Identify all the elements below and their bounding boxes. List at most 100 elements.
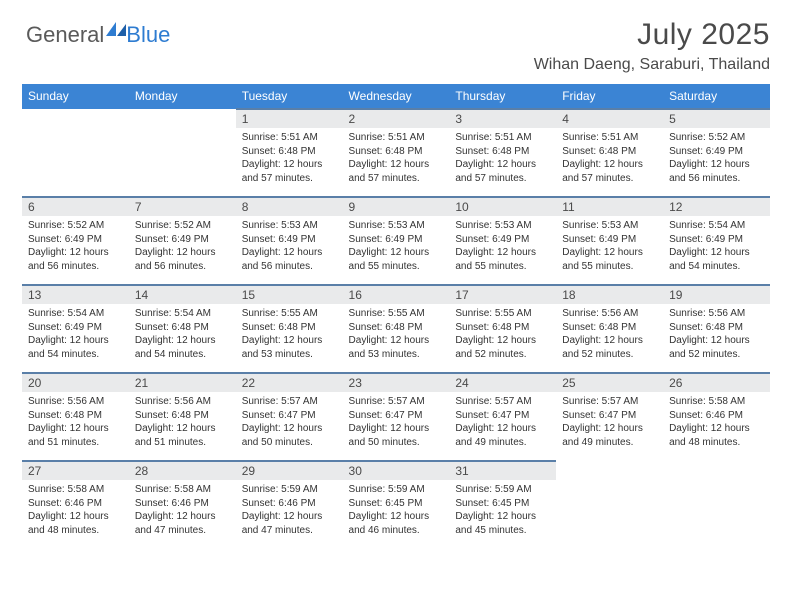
day-cell: .. [129,109,236,197]
day-cell: 28Sunrise: 5:58 AMSunset: 6:46 PMDayligh… [129,461,236,549]
logo-text-general: General [26,22,104,48]
day-details: Sunrise: 5:57 AMSunset: 6:47 PMDaylight:… [236,392,343,453]
day-cell: 2Sunrise: 5:51 AMSunset: 6:48 PMDaylight… [343,109,450,197]
day-number: 25 [556,374,663,392]
day-cell: 31Sunrise: 5:59 AMSunset: 6:45 PMDayligh… [449,461,556,549]
day-number: 1 [236,110,343,128]
day-number: 7 [129,198,236,216]
day-number: 9 [343,198,450,216]
calendar-body: ....1Sunrise: 5:51 AMSunset: 6:48 PMDayl… [22,109,770,549]
week-row: 13Sunrise: 5:54 AMSunset: 6:49 PMDayligh… [22,285,770,373]
day-cell: .. [663,461,770,549]
day-details: Sunrise: 5:54 AMSunset: 6:49 PMDaylight:… [663,216,770,277]
day-details: Sunrise: 5:57 AMSunset: 6:47 PMDaylight:… [343,392,450,453]
day-cell: 14Sunrise: 5:54 AMSunset: 6:48 PMDayligh… [129,285,236,373]
day-cell: 15Sunrise: 5:55 AMSunset: 6:48 PMDayligh… [236,285,343,373]
day-number: 21 [129,374,236,392]
day-number: 14 [129,286,236,304]
day-cell: 12Sunrise: 5:54 AMSunset: 6:49 PMDayligh… [663,197,770,285]
day-details: Sunrise: 5:58 AMSunset: 6:46 PMDaylight:… [663,392,770,453]
day-details: Sunrise: 5:52 AMSunset: 6:49 PMDaylight:… [663,128,770,189]
day-number: 4 [556,110,663,128]
day-number: 3 [449,110,556,128]
day-number: 18 [556,286,663,304]
day-number: 17 [449,286,556,304]
day-number: 28 [129,462,236,480]
day-cell: 17Sunrise: 5:55 AMSunset: 6:48 PMDayligh… [449,285,556,373]
day-details: Sunrise: 5:59 AMSunset: 6:46 PMDaylight:… [236,480,343,541]
day-number: 23 [343,374,450,392]
day-cell: 19Sunrise: 5:56 AMSunset: 6:48 PMDayligh… [663,285,770,373]
day-details: Sunrise: 5:53 AMSunset: 6:49 PMDaylight:… [556,216,663,277]
day-details: Sunrise: 5:51 AMSunset: 6:48 PMDaylight:… [343,128,450,189]
day-cell: 6Sunrise: 5:52 AMSunset: 6:49 PMDaylight… [22,197,129,285]
day-number: 16 [343,286,450,304]
day-cell: 16Sunrise: 5:55 AMSunset: 6:48 PMDayligh… [343,285,450,373]
day-cell: 29Sunrise: 5:59 AMSunset: 6:46 PMDayligh… [236,461,343,549]
day-header: Monday [129,84,236,109]
week-row: 6Sunrise: 5:52 AMSunset: 6:49 PMDaylight… [22,197,770,285]
day-number: 8 [236,198,343,216]
day-number: 5 [663,110,770,128]
day-details: Sunrise: 5:55 AMSunset: 6:48 PMDaylight:… [343,304,450,365]
day-number: 13 [22,286,129,304]
day-details: Sunrise: 5:56 AMSunset: 6:48 PMDaylight:… [129,392,236,453]
day-header: Thursday [449,84,556,109]
day-cell: 3Sunrise: 5:51 AMSunset: 6:48 PMDaylight… [449,109,556,197]
day-details: Sunrise: 5:54 AMSunset: 6:49 PMDaylight:… [22,304,129,365]
day-number: 15 [236,286,343,304]
day-cell: 4Sunrise: 5:51 AMSunset: 6:48 PMDaylight… [556,109,663,197]
day-number: 26 [663,374,770,392]
day-cell: 18Sunrise: 5:56 AMSunset: 6:48 PMDayligh… [556,285,663,373]
day-details: Sunrise: 5:55 AMSunset: 6:48 PMDaylight:… [449,304,556,365]
logo: General Blue [26,22,170,48]
day-cell: 8Sunrise: 5:53 AMSunset: 6:49 PMDaylight… [236,197,343,285]
day-cell: 22Sunrise: 5:57 AMSunset: 6:47 PMDayligh… [236,373,343,461]
day-cell: 5Sunrise: 5:52 AMSunset: 6:49 PMDaylight… [663,109,770,197]
day-details: Sunrise: 5:51 AMSunset: 6:48 PMDaylight:… [449,128,556,189]
day-number: 24 [449,374,556,392]
day-cell: 11Sunrise: 5:53 AMSunset: 6:49 PMDayligh… [556,197,663,285]
week-row: 27Sunrise: 5:58 AMSunset: 6:46 PMDayligh… [22,461,770,549]
day-details: Sunrise: 5:57 AMSunset: 6:47 PMDaylight:… [556,392,663,453]
day-number: 2 [343,110,450,128]
day-details: Sunrise: 5:59 AMSunset: 6:45 PMDaylight:… [343,480,450,541]
day-cell: .. [22,109,129,197]
day-number: 31 [449,462,556,480]
day-cell: 25Sunrise: 5:57 AMSunset: 6:47 PMDayligh… [556,373,663,461]
day-details: Sunrise: 5:53 AMSunset: 6:49 PMDaylight:… [449,216,556,277]
day-number: 29 [236,462,343,480]
logo-text-blue: Blue [126,22,170,48]
day-cell: 20Sunrise: 5:56 AMSunset: 6:48 PMDayligh… [22,373,129,461]
day-header: Tuesday [236,84,343,109]
day-cell: .. [556,461,663,549]
day-details: Sunrise: 5:51 AMSunset: 6:48 PMDaylight:… [556,128,663,189]
day-number: 27 [22,462,129,480]
day-number: 11 [556,198,663,216]
day-details: Sunrise: 5:56 AMSunset: 6:48 PMDaylight:… [556,304,663,365]
calendar-table: SundayMondayTuesdayWednesdayThursdayFrid… [22,84,770,549]
day-number: 30 [343,462,450,480]
day-cell: 26Sunrise: 5:58 AMSunset: 6:46 PMDayligh… [663,373,770,461]
week-row: ....1Sunrise: 5:51 AMSunset: 6:48 PMDayl… [22,109,770,197]
day-details: Sunrise: 5:51 AMSunset: 6:48 PMDaylight:… [236,128,343,189]
day-header: Wednesday [343,84,450,109]
day-cell: 1Sunrise: 5:51 AMSunset: 6:48 PMDaylight… [236,109,343,197]
day-details: Sunrise: 5:56 AMSunset: 6:48 PMDaylight:… [22,392,129,453]
day-details: Sunrise: 5:53 AMSunset: 6:49 PMDaylight:… [236,216,343,277]
day-details: Sunrise: 5:53 AMSunset: 6:49 PMDaylight:… [343,216,450,277]
location: Wihan Daeng, Saraburi, Thailand [22,56,770,74]
day-header: Friday [556,84,663,109]
day-details: Sunrise: 5:52 AMSunset: 6:49 PMDaylight:… [129,216,236,277]
day-details: Sunrise: 5:55 AMSunset: 6:48 PMDaylight:… [236,304,343,365]
day-number: 19 [663,286,770,304]
day-details: Sunrise: 5:57 AMSunset: 6:47 PMDaylight:… [449,392,556,453]
day-header: Sunday [22,84,129,109]
day-number: 12 [663,198,770,216]
day-details: Sunrise: 5:59 AMSunset: 6:45 PMDaylight:… [449,480,556,541]
day-details: Sunrise: 5:58 AMSunset: 6:46 PMDaylight:… [22,480,129,541]
day-number: 20 [22,374,129,392]
day-cell: 30Sunrise: 5:59 AMSunset: 6:45 PMDayligh… [343,461,450,549]
day-number: 6 [22,198,129,216]
day-header: Saturday [663,84,770,109]
